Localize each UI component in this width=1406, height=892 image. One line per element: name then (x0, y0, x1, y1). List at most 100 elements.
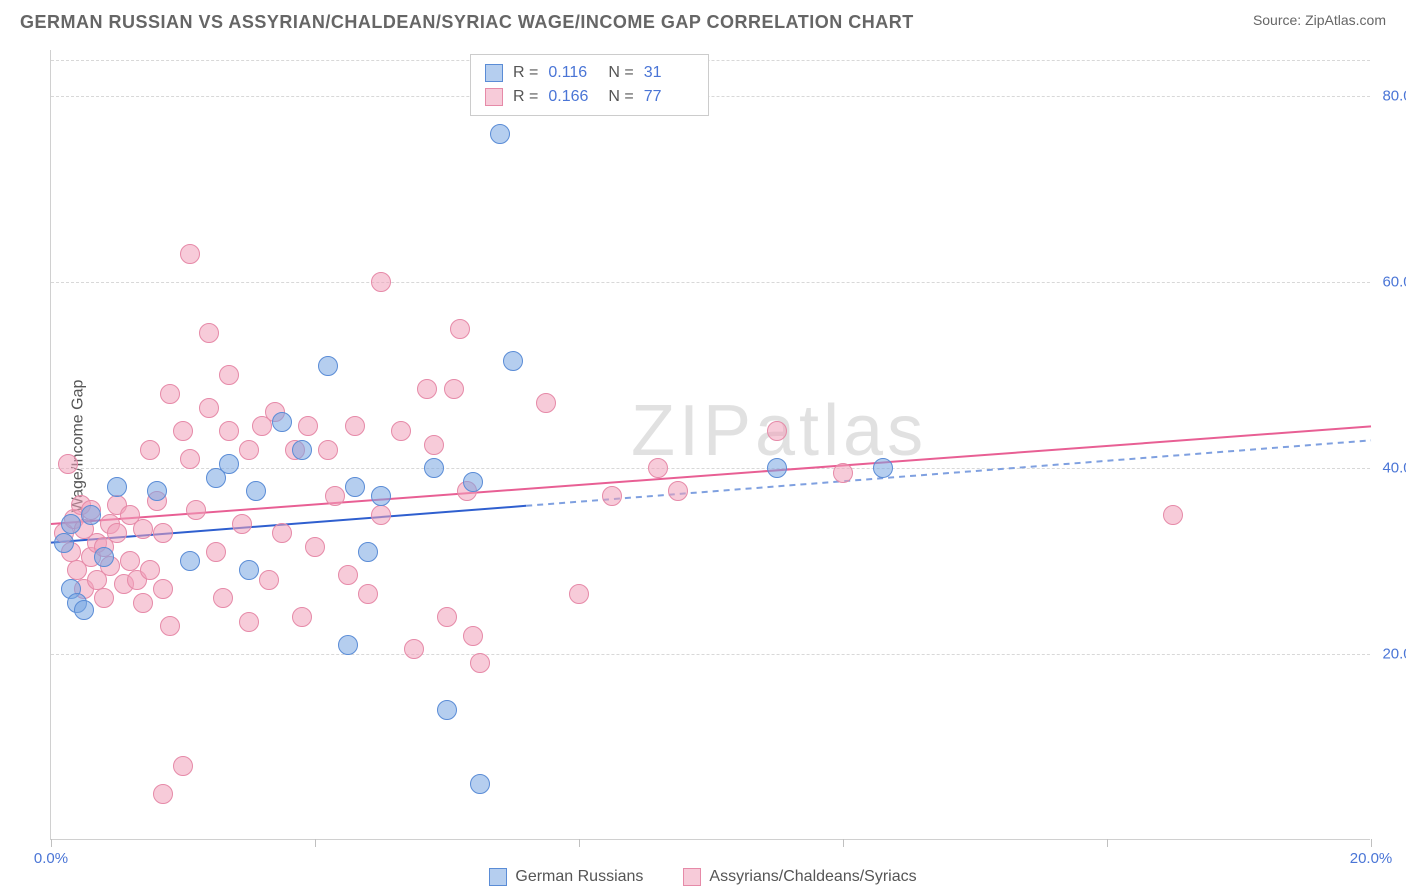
ytick-label: 60.0% (1382, 274, 1406, 291)
data-point (338, 635, 358, 655)
swatch-bottom-1 (683, 868, 701, 886)
data-point (133, 519, 153, 539)
legend-label-1: Assyrians/Chaldeans/Syriacs (709, 868, 916, 886)
data-point (371, 272, 391, 292)
series-legend: German Russians Assyrians/Chaldeans/Syri… (0, 868, 1406, 886)
data-point (153, 523, 173, 543)
data-point (61, 514, 81, 534)
data-point (272, 523, 292, 543)
data-point (503, 351, 523, 371)
data-point (437, 607, 457, 627)
xtick (579, 839, 580, 847)
data-point (239, 440, 259, 460)
data-point (358, 584, 378, 604)
xtick-label: 0.0% (34, 850, 68, 867)
data-point (153, 579, 173, 599)
chart-source: Source: ZipAtlas.com (1253, 12, 1386, 28)
data-point (437, 700, 457, 720)
legend-r-value-1: 0.166 (548, 85, 598, 109)
data-point (325, 486, 345, 506)
data-point (536, 393, 556, 413)
data-point (391, 421, 411, 441)
data-point (219, 365, 239, 385)
legend-row-series-1: R = 0.166 N = 77 (485, 85, 694, 109)
legend-n-value-1: 77 (644, 85, 694, 109)
swatch-series-0 (485, 64, 503, 82)
data-point (345, 416, 365, 436)
data-point (58, 454, 78, 474)
correlation-legend: R = 0.116 N = 31 R = 0.166 N = 77 (470, 54, 709, 116)
data-point (292, 607, 312, 627)
data-point (463, 626, 483, 646)
xtick (1107, 839, 1108, 847)
data-point (213, 588, 233, 608)
chart-title: GERMAN RUSSIAN VS ASSYRIAN/CHALDEAN/SYRI… (20, 12, 914, 33)
data-point (219, 421, 239, 441)
data-point (94, 547, 114, 567)
legend-item-series-1: Assyrians/Chaldeans/Syriacs (683, 868, 916, 886)
data-point (54, 533, 74, 553)
data-point (298, 416, 318, 436)
source-label: Source: (1253, 12, 1305, 28)
data-point (140, 440, 160, 460)
data-point (444, 379, 464, 399)
data-point (180, 551, 200, 571)
xtick (843, 839, 844, 847)
data-point (246, 481, 266, 501)
data-point (569, 584, 589, 604)
data-point (767, 458, 787, 478)
data-point (74, 600, 94, 620)
data-point (338, 565, 358, 585)
data-point (94, 588, 114, 608)
legend-n-label-0: N = (608, 61, 633, 85)
data-point (219, 454, 239, 474)
data-point (153, 784, 173, 804)
legend-r-value-0: 0.116 (548, 61, 598, 85)
data-point (147, 481, 167, 501)
data-point (668, 481, 688, 501)
swatch-series-1 (485, 88, 503, 106)
data-point (120, 551, 140, 571)
data-point (206, 542, 226, 562)
data-point (133, 593, 153, 613)
data-point (199, 323, 219, 343)
legend-r-label-0: R = (513, 61, 538, 85)
legend-row-series-0: R = 0.116 N = 31 (485, 61, 694, 85)
chart-header: GERMAN RUSSIAN VS ASSYRIAN/CHALDEAN/SYRI… (20, 12, 1386, 33)
data-point (470, 774, 490, 794)
data-point (107, 477, 127, 497)
ytick-label: 80.0% (1382, 88, 1406, 105)
data-point (259, 570, 279, 590)
ytick-label: 40.0% (1382, 460, 1406, 477)
data-point (107, 523, 127, 543)
data-point (140, 560, 160, 580)
data-point (424, 458, 444, 478)
data-point (180, 449, 200, 469)
legend-r-label-1: R = (513, 85, 538, 109)
data-point (318, 356, 338, 376)
data-point (417, 379, 437, 399)
data-point (358, 542, 378, 562)
data-point (239, 560, 259, 580)
swatch-bottom-0 (489, 868, 507, 886)
legend-n-label-1: N = (608, 85, 633, 109)
data-point (173, 421, 193, 441)
ytick-label: 20.0% (1382, 646, 1406, 663)
data-point (602, 486, 622, 506)
data-point (490, 124, 510, 144)
data-point (767, 421, 787, 441)
xtick (51, 839, 52, 847)
xtick (1371, 839, 1372, 847)
data-point (292, 440, 312, 460)
data-point (371, 486, 391, 506)
data-point (81, 505, 101, 525)
xtick (315, 839, 316, 847)
data-point (371, 505, 391, 525)
plot-area: ZIPatlas 20.0%40.0%60.0%80.0%0.0%20.0% (50, 50, 1370, 840)
data-point (424, 435, 444, 455)
data-point (450, 319, 470, 339)
source-name: ZipAtlas.com (1305, 12, 1386, 28)
data-point (232, 514, 252, 534)
data-point (199, 398, 219, 418)
data-point (160, 616, 180, 636)
